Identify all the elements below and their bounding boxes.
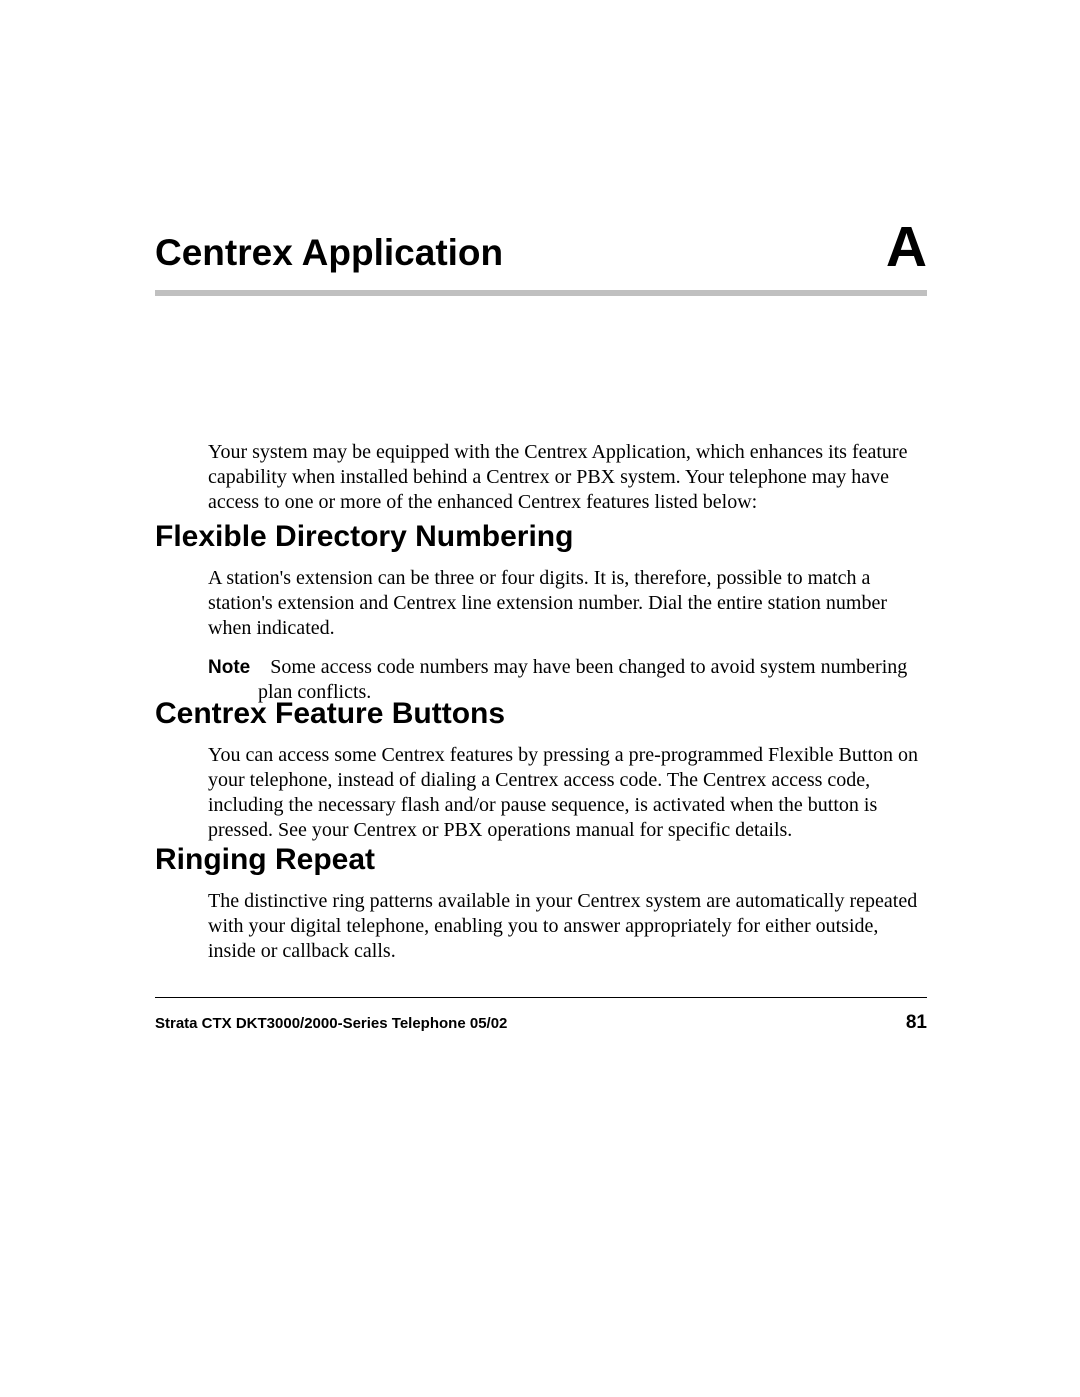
header-rule (155, 290, 927, 296)
footer-page-number: 81 (906, 1012, 927, 1034)
appendix-title: Centrex Application (155, 232, 503, 273)
appendix-header: Centrex Application A (155, 232, 927, 274)
document-page: Centrex Application A Your system may be… (155, 0, 802, 1397)
appendix-letter: A (886, 214, 927, 280)
section-body: The distinctive ring patterns available … (208, 889, 927, 964)
section-body: You can access some Centrex features by … (208, 743, 927, 843)
section-centrex-feature-buttons: Centrex Feature Buttons You can access s… (155, 697, 927, 843)
note-text-line1 (255, 656, 270, 678)
section-body: A station's extension can be three or fo… (208, 566, 927, 641)
section-heading: Flexible Directory Numbering (155, 520, 927, 554)
page-footer: Strata CTX DKT3000/2000-Series Telephone… (155, 1012, 927, 1034)
note-text: Some access code numbers may have been c… (270, 656, 907, 678)
section-flexible-directory-numbering: Flexible Directory Numbering A station's… (155, 520, 927, 705)
footer-rule (155, 997, 927, 998)
section-heading: Centrex Feature Buttons (155, 697, 927, 731)
note-label: Note (208, 657, 250, 678)
footer-document-title: Strata CTX DKT3000/2000-Series Telephone… (155, 1015, 507, 1032)
section-ringing-repeat: Ringing Repeat The distinctive ring patt… (155, 843, 927, 964)
intro-paragraph: Your system may be equipped with the Cen… (208, 440, 927, 515)
section-heading: Ringing Repeat (155, 843, 927, 877)
